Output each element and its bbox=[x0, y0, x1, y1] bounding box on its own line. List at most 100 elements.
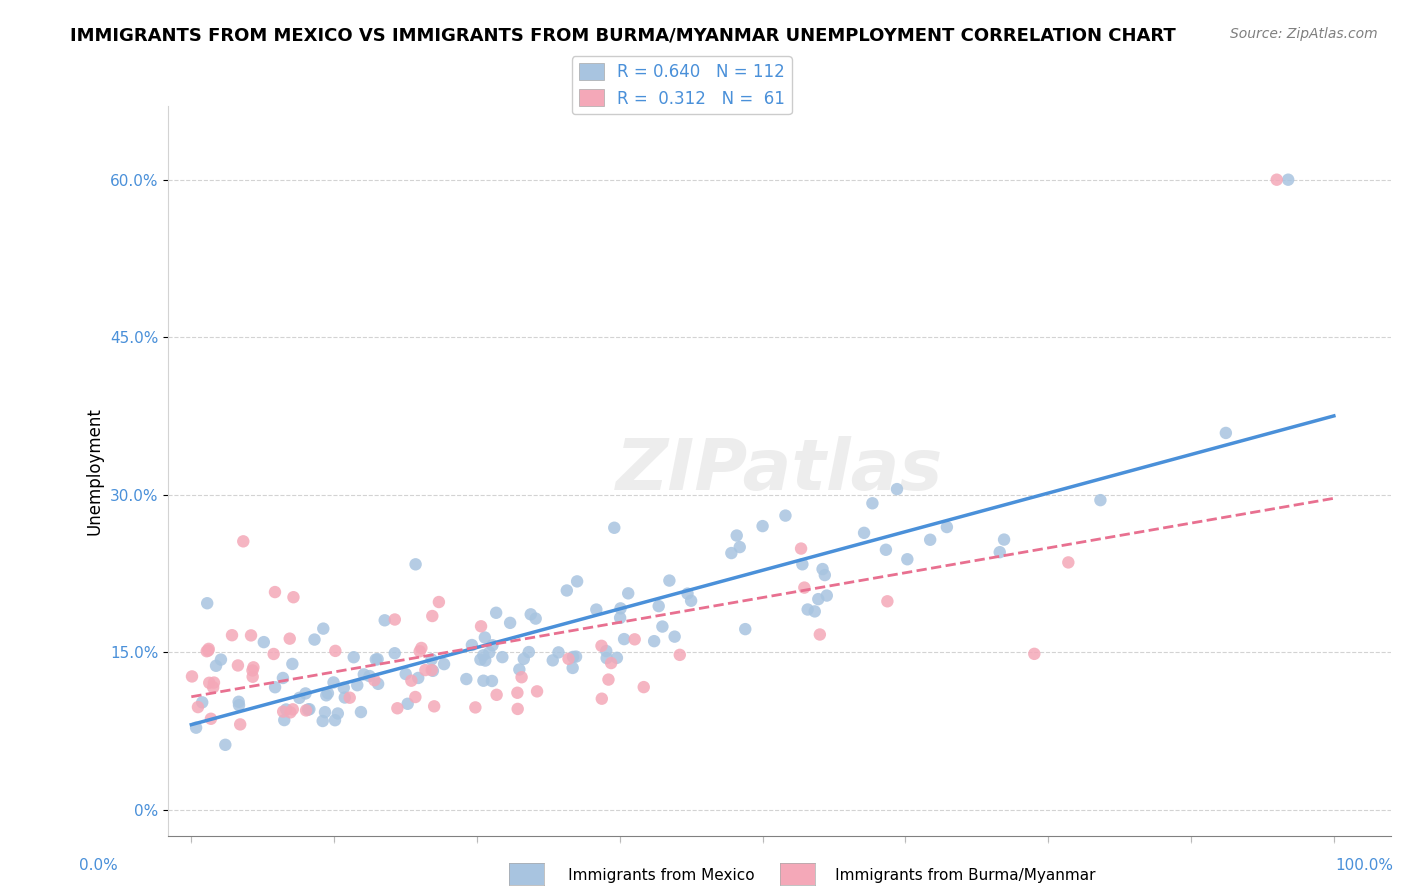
Point bbox=[423, 699, 446, 714]
Point bbox=[420, 663, 443, 677]
Point bbox=[598, 673, 620, 687]
Point bbox=[1265, 172, 1288, 186]
Point bbox=[499, 615, 522, 630]
Point bbox=[485, 688, 508, 702]
Point bbox=[557, 652, 579, 666]
Point bbox=[478, 646, 501, 660]
Point bbox=[464, 700, 486, 714]
Point bbox=[561, 661, 583, 675]
Point bbox=[617, 586, 640, 600]
Point bbox=[187, 700, 209, 714]
Point bbox=[374, 613, 396, 627]
Point bbox=[298, 702, 321, 716]
Point bbox=[470, 652, 492, 666]
Point bbox=[326, 706, 349, 721]
Point bbox=[720, 546, 742, 560]
Point bbox=[396, 697, 419, 711]
Point bbox=[322, 675, 344, 690]
Point bbox=[595, 651, 617, 665]
Point bbox=[264, 585, 287, 599]
Point bbox=[325, 644, 347, 658]
Point bbox=[508, 663, 530, 677]
Point bbox=[676, 586, 699, 600]
Point bbox=[606, 650, 628, 665]
Point bbox=[353, 667, 375, 681]
Point bbox=[281, 657, 304, 671]
Point bbox=[420, 609, 443, 624]
Point bbox=[808, 627, 831, 641]
Point bbox=[312, 622, 335, 636]
Point bbox=[609, 601, 631, 615]
Text: IMMIGRANTS FROM MEXICO VS IMMIGRANTS FROM BURMA/MYANMAR UNEMPLOYMENT CORRELATION: IMMIGRANTS FROM MEXICO VS IMMIGRANTS FRO… bbox=[70, 27, 1175, 45]
Point bbox=[1215, 425, 1237, 440]
Point bbox=[263, 647, 285, 661]
Point bbox=[651, 619, 673, 633]
Point bbox=[281, 702, 304, 716]
Point bbox=[796, 602, 818, 616]
Point bbox=[565, 649, 588, 664]
Point bbox=[191, 695, 214, 709]
Point bbox=[314, 705, 336, 719]
Point bbox=[312, 714, 335, 728]
Point bbox=[323, 713, 346, 727]
Point bbox=[240, 628, 263, 642]
Point bbox=[793, 581, 815, 595]
Point bbox=[853, 525, 876, 540]
Point bbox=[288, 690, 311, 705]
Point bbox=[283, 591, 305, 605]
Point bbox=[664, 630, 686, 644]
Point bbox=[988, 545, 1011, 559]
Point bbox=[228, 695, 250, 709]
Point bbox=[811, 562, 834, 576]
Point bbox=[1090, 493, 1112, 508]
Point bbox=[242, 670, 264, 684]
Point bbox=[294, 686, 316, 700]
Point bbox=[202, 681, 225, 695]
Point bbox=[470, 619, 492, 633]
Point bbox=[547, 645, 569, 659]
Point bbox=[562, 649, 585, 664]
Point bbox=[613, 632, 636, 646]
Point bbox=[565, 574, 588, 589]
Point bbox=[481, 673, 503, 688]
Point bbox=[751, 519, 773, 533]
Text: ZIPatlas: ZIPatlas bbox=[616, 436, 943, 506]
Point bbox=[591, 691, 613, 706]
Point bbox=[195, 644, 218, 658]
Point bbox=[647, 599, 669, 614]
Point bbox=[273, 713, 295, 727]
Point bbox=[792, 558, 814, 572]
Point bbox=[860, 496, 883, 510]
Point bbox=[790, 541, 813, 556]
Point bbox=[541, 653, 564, 667]
Point bbox=[264, 680, 287, 694]
Point bbox=[184, 721, 207, 735]
Point bbox=[506, 702, 529, 716]
Point bbox=[271, 671, 294, 685]
Point bbox=[643, 634, 665, 648]
Point bbox=[409, 644, 432, 658]
Point bbox=[474, 654, 496, 668]
Point bbox=[456, 672, 478, 686]
Point bbox=[433, 657, 456, 672]
Point bbox=[195, 596, 218, 610]
Point bbox=[395, 667, 418, 681]
Point bbox=[591, 639, 613, 653]
Point bbox=[485, 606, 508, 620]
Y-axis label: Unemployment: Unemployment bbox=[86, 407, 103, 535]
Point bbox=[506, 686, 529, 700]
Point bbox=[242, 660, 264, 674]
Point bbox=[814, 568, 837, 582]
Point bbox=[875, 542, 897, 557]
Point bbox=[359, 669, 381, 683]
Point bbox=[221, 628, 243, 642]
Point bbox=[668, 648, 690, 662]
Point bbox=[297, 703, 319, 717]
Point bbox=[658, 574, 681, 588]
Point bbox=[214, 738, 236, 752]
Point bbox=[526, 684, 548, 698]
Point bbox=[406, 671, 429, 685]
Point bbox=[427, 595, 450, 609]
Point bbox=[181, 669, 204, 683]
Point bbox=[510, 670, 533, 684]
